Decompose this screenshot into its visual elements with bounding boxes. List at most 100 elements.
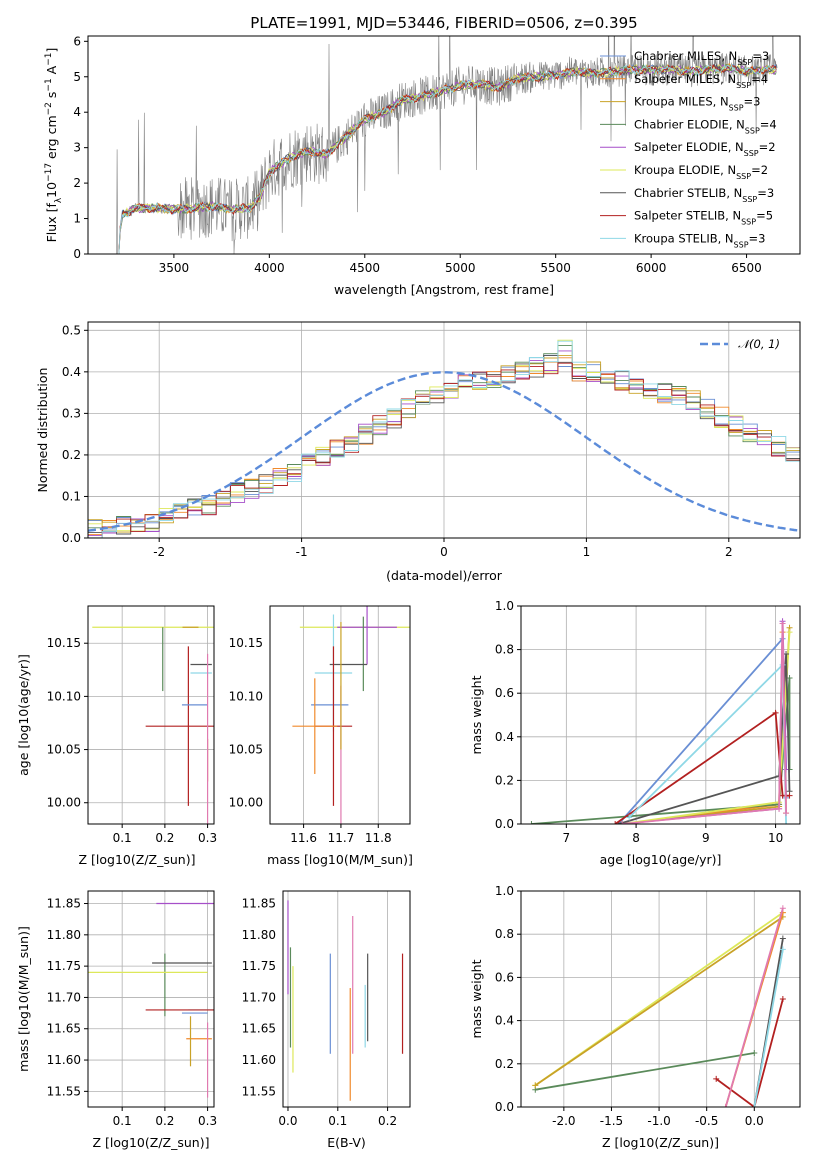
legend-entry: Kroupa STELIB, NSSP=3	[634, 231, 765, 249]
y-tick-label: 0.0	[495, 817, 514, 831]
weight-marker	[751, 1104, 758, 1107]
y-tick-label: 11.55	[47, 1084, 81, 1098]
y-label-part: −1	[44, 78, 54, 91]
axes-frame-mass_vs_Z	[87, 890, 215, 1108]
y-label-part: A	[44, 65, 59, 78]
x-tick-label: 10	[768, 831, 783, 845]
legend-nssp: =3	[757, 186, 774, 200]
x-axis-label: Z [log10(Z/Z_sun)]	[93, 1135, 210, 1150]
weight-marker	[751, 1050, 758, 1056]
x-tick-label: 0.1	[328, 1114, 347, 1128]
legend-subscript: SSP	[745, 126, 760, 135]
y-tick-label: 0.2	[495, 1057, 514, 1071]
data-spectrum	[116, 36, 778, 254]
y-label-part: erg cm	[44, 115, 59, 163]
y-tick-label: 11.60	[47, 1053, 81, 1067]
weight-marker	[786, 792, 793, 799]
y-axis-label: age [log10(age/yr)]	[16, 654, 31, 776]
x-tick-label: 0.2	[155, 831, 174, 845]
model-line-4	[116, 63, 777, 254]
legend-entry: Chabrier ELODIE, NSSP=4	[634, 117, 777, 135]
x-axis-label: E(B-V)	[327, 1135, 366, 1150]
weight-line-9	[622, 623, 787, 824]
y-tick-label: 1.0	[495, 884, 514, 898]
x-axis-label: Z [log10(Z/Z_sun)]	[602, 1135, 719, 1150]
y-tick-label: 0.4	[495, 730, 514, 744]
axes-mass_vs_Z: 0.1 0.2 0.3 11.55 11.60 11.65 11.70 11.75 11.80 1…	[47, 891, 217, 1128]
y-tick-label: 0.2	[62, 448, 81, 462]
x-tick-label: 5500	[540, 261, 571, 275]
weight-marker	[612, 821, 619, 824]
x-tick-label: -1.5	[600, 1114, 623, 1128]
x-tick-label: -0.5	[695, 1114, 718, 1128]
x-tick-label: 0.1	[113, 831, 132, 845]
histogram-8	[88, 340, 800, 538]
y-tick-label: 10.00	[47, 796, 81, 810]
lines-massweight_vs_Z	[532, 905, 786, 1107]
weight-marker	[786, 629, 793, 636]
x-tick-label: 4500	[350, 261, 381, 275]
legend-subscript: SSP	[741, 217, 756, 226]
normal-curve	[88, 371, 798, 532]
histogram-steps	[88, 339, 800, 538]
x-tick-label: 11.6	[290, 831, 317, 845]
axes-age_vs_mass: 11.6 11.7 11.8	[290, 606, 392, 845]
legend-nssp: =2	[751, 163, 768, 177]
weight-marker	[783, 810, 790, 817]
y-axis-label: mass [log10(M/M_sun)]	[16, 926, 31, 1072]
axes-residuals: -2 -1 0 1 2 0.0 0.1 0.2 0.3 0.4 0.5	[62, 322, 800, 559]
x-tick-label: 0.0	[278, 1114, 297, 1128]
y-label-part: −17	[44, 163, 54, 182]
errorbars-age_vs_mass	[292, 606, 410, 824]
y-tick-label: 10.15	[229, 636, 263, 650]
x-tick-label: 0	[440, 545, 448, 559]
weight-line-2	[534, 916, 784, 1087]
errorbars-age_vs_Z	[92, 626, 214, 824]
legend-entry: Kroupa ELODIE, NSSP=2	[634, 163, 768, 181]
weight-line-5	[753, 949, 784, 1107]
x-tick-label: 8	[632, 831, 640, 845]
axes-frame-massweight_vs_age	[520, 605, 801, 825]
legend-nssp: =4	[760, 117, 777, 131]
legend-subscript: SSP	[744, 149, 759, 158]
y-tick-label: 10.05	[47, 743, 81, 757]
weight-marker	[619, 821, 626, 824]
figure-title: PLATE=1991, MJD=53446, FIBERID=0506, z=0…	[250, 14, 637, 32]
axes-frame-mass_vs_ebv	[282, 890, 411, 1108]
x-tick-label: 2	[725, 545, 733, 559]
y-axis-label: Flux [fλ10−17 erg cm−2 s−1 A−1]	[44, 48, 64, 243]
lines-massweight_vs_age	[528, 618, 793, 824]
y-tick-label: 0.3	[62, 406, 81, 420]
legend-entry: Salpeter ELODIE, NSSP=2	[634, 140, 776, 158]
x-axis-label: mass [log10(M/M_sun)]	[267, 852, 413, 867]
legend-entry: Chabrier STELIB, NSSP=3	[634, 186, 774, 204]
y-tick-label: 11.75	[47, 959, 81, 973]
y-tick-label: 11.65	[47, 1022, 81, 1036]
legend-entry: Salpeter STELIB, NSSP=5	[634, 209, 773, 227]
legend-nssp: =2	[759, 140, 776, 154]
y-tick-label: 0.4	[495, 1014, 514, 1028]
spectrum-legend: Chabrier MILES, NSSP=3 Salpeter MILES, NS…	[600, 49, 777, 249]
legend-subscript: SSP	[729, 103, 744, 112]
chart-layer: 3500 4000 4500 5000 5500 6000 6500 0 1 2 3 4 5 6 Chabr…	[16, 34, 801, 1150]
y-tick-label: 0.5	[62, 323, 81, 337]
y-tick-label: 10.05	[229, 743, 263, 757]
weight-marker	[626, 814, 633, 821]
y-tick-label: 11.85	[47, 897, 81, 911]
x-tick-label: 0.0	[745, 1114, 764, 1128]
y-label-part: Flux [f	[44, 203, 59, 243]
x-tick-label: -2	[153, 545, 165, 559]
model-line-6	[116, 63, 777, 254]
y-tick-label: 3	[73, 141, 81, 155]
y-tick-label: 0.1	[62, 489, 81, 503]
x-tick-label: 4000	[254, 261, 285, 275]
y-label-part: ]	[44, 48, 59, 53]
legend-subscript: SSP	[736, 80, 751, 89]
weight-marker	[713, 1075, 720, 1082]
weight-line-0	[617, 636, 787, 824]
weight-marker	[779, 996, 786, 1002]
x-axis-label: wavelength [Angstrom, rest frame]	[334, 282, 554, 297]
y-tick-label: 11.70	[242, 990, 276, 1004]
axes-frame-age_vs_Z	[87, 605, 215, 825]
legend-nssp: =5	[756, 209, 773, 223]
